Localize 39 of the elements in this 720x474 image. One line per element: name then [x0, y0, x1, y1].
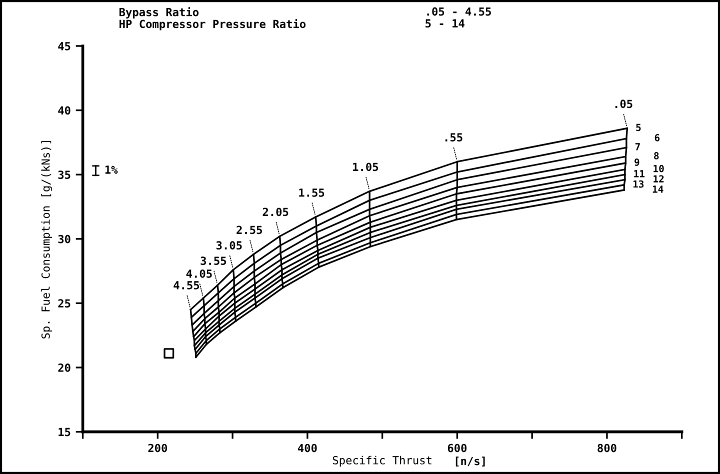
y-tick-label: 35 [58, 170, 70, 179]
series-label: 9 [634, 158, 640, 166]
text: .05 - 4.55 [427, 7, 491, 16]
text: 5 - 14 [426, 19, 464, 28]
series-label: 4.55 [174, 281, 200, 290]
y-axis-title: Sp. Fuel Consumption [g/(kNs)] [41, 141, 52, 338]
y-tick-label: 30 [58, 234, 70, 244]
x-tick-label: 200 [148, 444, 168, 452]
series-label: 7 [635, 143, 640, 150]
y-tick-label: 40 [58, 106, 70, 115]
series-label: 2.05 [262, 208, 288, 216]
series-label: 2.55 [236, 226, 262, 234]
text: 12 [654, 175, 664, 182]
series-label: 1.55 [299, 188, 324, 197]
series-label: 11 [634, 170, 645, 178]
x-tick-label: 800 [598, 444, 616, 452]
text: Bypass Ratio [119, 7, 199, 18]
y-tick-label: 20 [58, 363, 70, 372]
series-label: 4.05 [186, 269, 212, 278]
text: HP Compressor Pressure Ratio [120, 18, 306, 30]
annotation: 1% [105, 166, 118, 174]
text: [n/s] [456, 456, 485, 467]
text: 14 [652, 186, 664, 193]
text: 8 [654, 152, 659, 160]
x-tick-label: 600 [448, 444, 467, 452]
series-label: 3.55 [200, 256, 226, 265]
y-tick-label: 25 [58, 299, 70, 308]
text: 6 [654, 134, 660, 142]
series-label: .05 [615, 100, 632, 108]
y-tick-label: 45 [58, 42, 70, 50]
y-tick-label: 15 [58, 428, 70, 436]
text: 10 [654, 164, 664, 172]
series-label: 5 [636, 124, 641, 132]
series-label: 1.05 [353, 162, 378, 172]
series-label: 13 [633, 180, 644, 188]
series-label: 3.05 [216, 241, 242, 250]
x-tick-label: 400 [298, 444, 317, 452]
x-axis-title: Specific Thrust [332, 456, 432, 467]
series-label: .55 [445, 133, 462, 142]
